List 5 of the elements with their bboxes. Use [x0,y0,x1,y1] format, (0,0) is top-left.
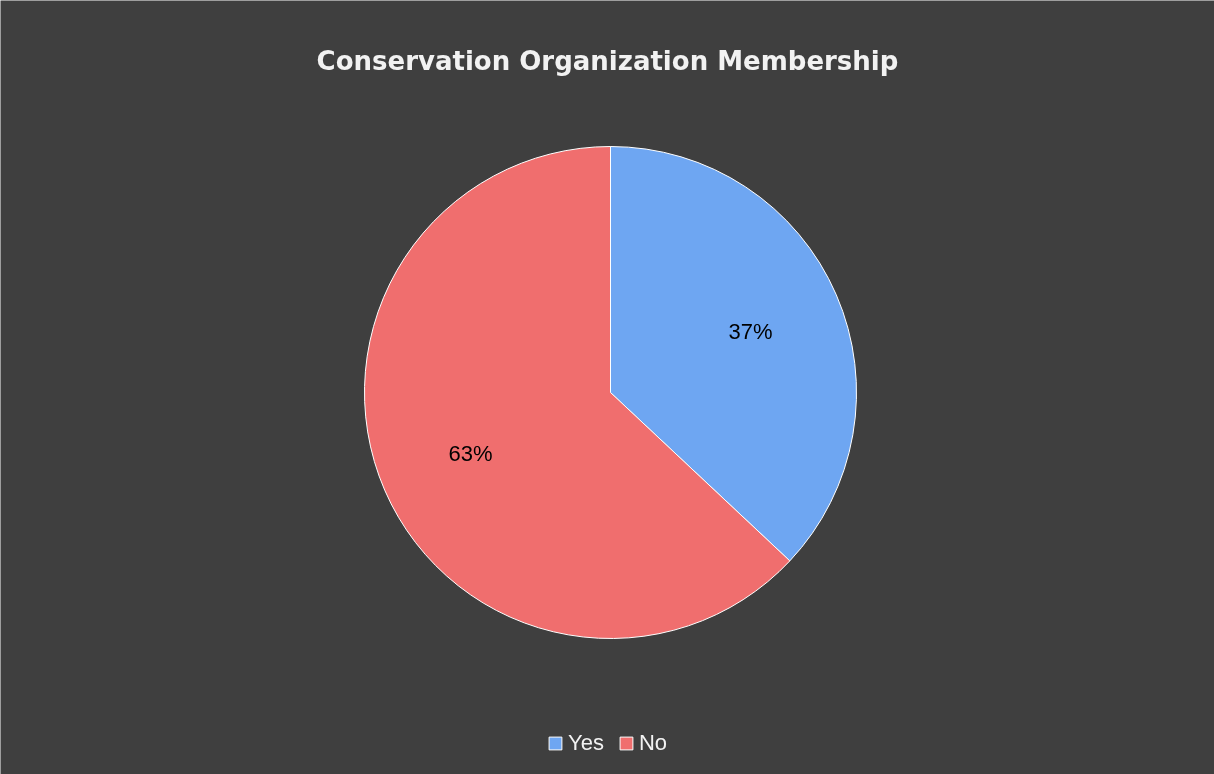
legend-label: No [638,730,668,756]
data-label: 63% [448,440,493,466]
chart-title: Conservation Organization Membership [316,45,899,76]
data-label: 37% [728,319,773,345]
legend-label: Yes [567,730,604,756]
